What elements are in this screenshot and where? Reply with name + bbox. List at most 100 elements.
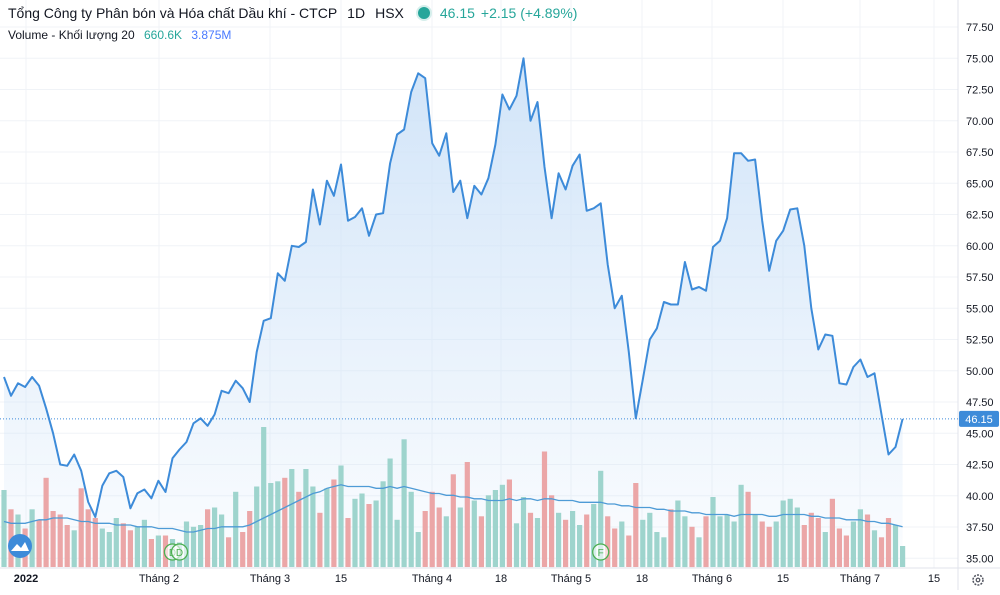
- volume-bar: [387, 458, 393, 567]
- volume-bar: [612, 528, 618, 567]
- volume-bar: [527, 512, 534, 568]
- volume-bar: [605, 516, 611, 568]
- volume-ma-path: [3, 484, 903, 533]
- volume-bar: [127, 530, 133, 568]
- volume-bar: [183, 521, 190, 567]
- volume-bar: [106, 532, 112, 567]
- volume-bar: [626, 535, 632, 567]
- volume-bar: [247, 511, 253, 567]
- volume-bar: [892, 525, 899, 567]
- volume-bar: [857, 509, 863, 568]
- volume-bar: [591, 504, 597, 567]
- event-marker-label: F: [598, 548, 604, 559]
- y-tick-label: 52.50: [966, 335, 994, 347]
- price-area: [4, 58, 903, 569]
- volume-bar: [520, 497, 527, 567]
- volume-bar: [148, 539, 154, 567]
- y-tick-label: 55.00: [966, 303, 994, 315]
- volume-bar: [198, 525, 204, 567]
- volume-bar: [338, 465, 344, 567]
- volume-bar: [345, 518, 351, 567]
- volume-bar: [289, 469, 295, 567]
- volume-bar: [92, 518, 98, 567]
- y-tick-label: 40.00: [966, 491, 994, 503]
- volume-bar: [675, 500, 681, 567]
- y-tick-label: 37.50: [966, 522, 994, 534]
- y-tick-label: 35.00: [966, 553, 994, 565]
- volume-bar: [780, 500, 786, 567]
- volume-bar: [380, 481, 386, 568]
- y-tick-label: 77.50: [966, 22, 994, 34]
- volume-bar: [815, 518, 821, 567]
- x-tick-label: 2022: [14, 573, 38, 585]
- volume-bar: [801, 525, 807, 567]
- volume-bar: [450, 474, 456, 568]
- volume-bar: [563, 519, 569, 568]
- y-tick-label: 72.50: [966, 85, 994, 97]
- event-marker[interactable]: D: [170, 543, 189, 561]
- y-tick-label: 47.50: [966, 397, 994, 409]
- volume-ma-value: 3.875M: [191, 28, 232, 42]
- price-area-fill: [4, 58, 903, 569]
- y-tick-label: 67.50: [966, 147, 994, 159]
- volume-bar: [226, 537, 232, 568]
- volume-bar: [134, 526, 140, 568]
- volume-bar: [485, 495, 491, 568]
- x-tick-label: Tháng 5: [551, 573, 591, 585]
- y-tick-label: 42.50: [966, 460, 994, 472]
- event-marker[interactable]: F: [592, 543, 610, 561]
- volume-bar: [654, 532, 660, 567]
- volume-bar: [794, 507, 800, 567]
- volume-bar: [401, 439, 407, 568]
- volume-bar: [408, 491, 414, 568]
- volume-bar: [534, 518, 541, 567]
- volume-bar: [689, 526, 695, 568]
- volume-bar: [36, 519, 42, 568]
- last-price-badge: [959, 410, 999, 427]
- volume-bar: [282, 477, 288, 568]
- volume-bar: [233, 491, 239, 568]
- volume-bar: [570, 511, 576, 567]
- y-tick-label: 75.00: [966, 53, 994, 65]
- volume-bar: [29, 509, 35, 568]
- x-tick-label: 15: [777, 573, 789, 585]
- volume-bar: [584, 514, 590, 567]
- volume-bar: [647, 512, 653, 568]
- volume-bar: [850, 521, 856, 567]
- y-tick-label: 62.50: [966, 210, 994, 222]
- volume-bar: [71, 530, 77, 568]
- y-tick-label: 70.00: [966, 116, 994, 128]
- volume-bar: [240, 532, 246, 567]
- volume-bar: [900, 546, 906, 567]
- volume-bar: [275, 481, 281, 568]
- volume-value: 660.6K: [143, 28, 183, 42]
- x-tick-label: Tháng 4: [412, 573, 452, 585]
- volume-bar: [64, 525, 70, 567]
- volume-bar: [422, 511, 428, 567]
- logo-mountain: [11, 542, 29, 551]
- volume-bar: [619, 521, 625, 567]
- settings-gear-icon[interactable]: [972, 574, 984, 586]
- volume-bar: [703, 516, 709, 568]
- volume-bar: [373, 500, 379, 567]
- volume-title: Volume - Khối lượng 20: [8, 28, 135, 42]
- volume-bar: [429, 491, 435, 568]
- volume-bar: [1, 490, 7, 567]
- volume-bar: [492, 490, 498, 567]
- volume-bar: [766, 526, 772, 568]
- volume-bar: [436, 507, 442, 567]
- event-markers[interactable]: DDF: [163, 543, 610, 561]
- volume-bar: [190, 526, 197, 568]
- x-tick-label: Tháng 3: [250, 573, 290, 585]
- volume-bar: [471, 500, 477, 567]
- volume-bar: [682, 516, 688, 568]
- x-tick-label: 15: [928, 573, 940, 585]
- volume-bar: [717, 516, 723, 568]
- price-line: [3, 57, 904, 518]
- volume-bar: [50, 511, 56, 567]
- volume-bar: [219, 514, 225, 567]
- volume-bar: [443, 516, 449, 568]
